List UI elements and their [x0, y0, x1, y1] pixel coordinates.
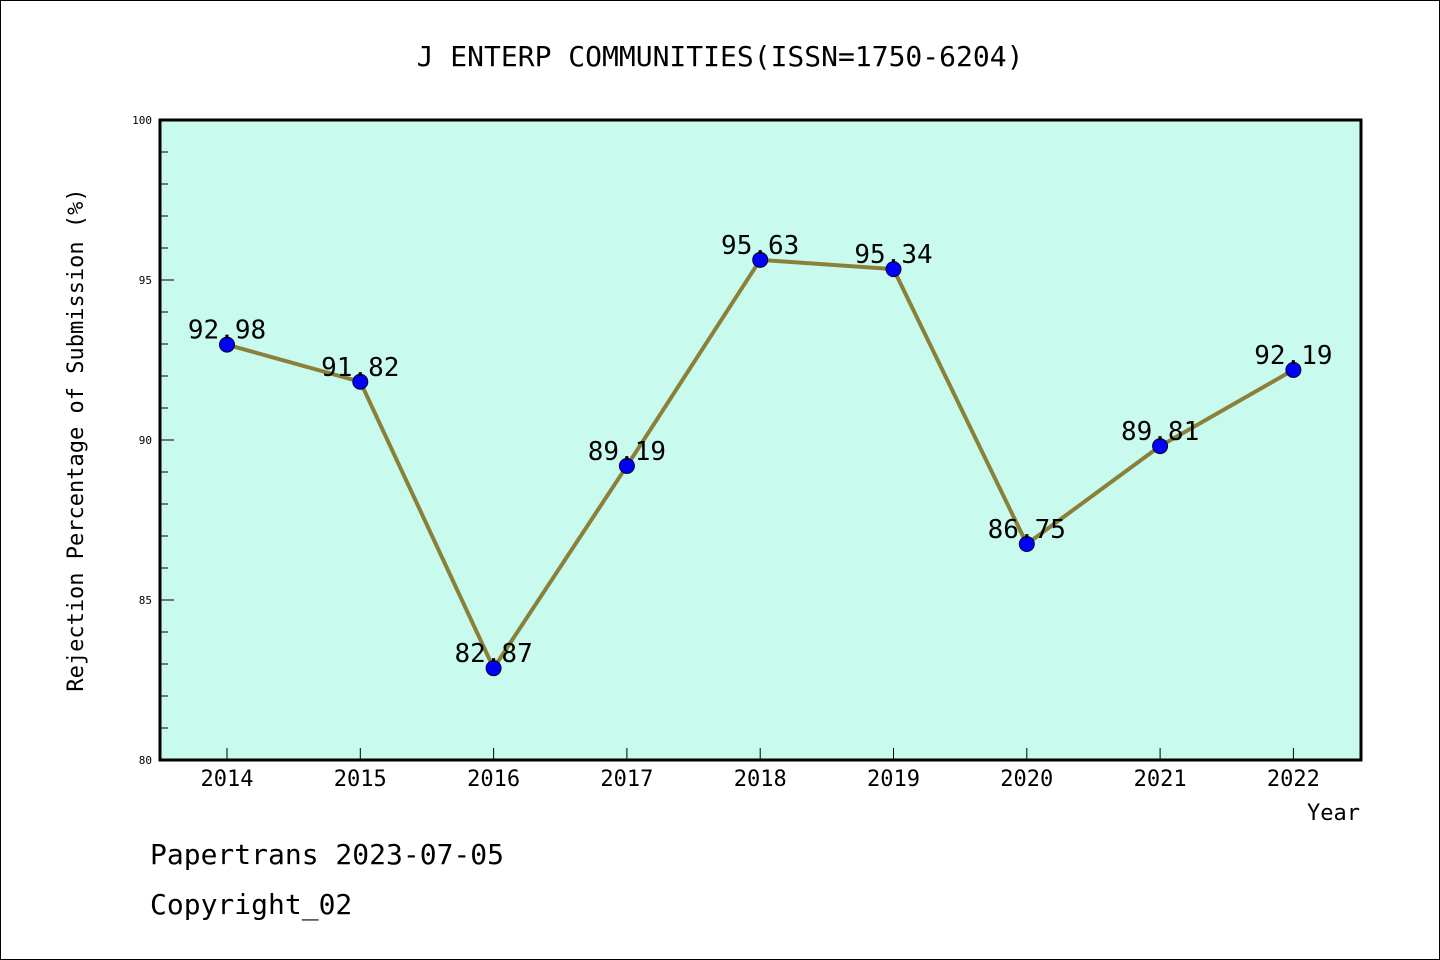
- x-tick-label: 2018: [734, 767, 787, 792]
- data-point-marker: [618, 457, 635, 474]
- plot-border: [158, 118, 1363, 762]
- y-tick-label: 80: [139, 754, 152, 767]
- data-label: 86.75: [988, 515, 1066, 545]
- x-tick-label: 2016: [467, 767, 520, 792]
- data-label: 95.63: [721, 231, 799, 261]
- x-tick-label: 2017: [600, 767, 653, 792]
- data-point-marker: [752, 251, 769, 268]
- y-axis-ticks: 80 85 90 95 100: [132, 114, 174, 767]
- x-axis-label: Year: [1307, 801, 1360, 826]
- data-point-marker: [885, 261, 902, 278]
- data-label: 92.19: [1254, 341, 1332, 371]
- footer-copyright: Copyright_02: [150, 888, 352, 922]
- data-point-marker: [485, 660, 502, 677]
- data-point-marker: [219, 336, 235, 353]
- chart-title: J ENTERP COMMUNITIES(ISSN=1750-6204): [417, 40, 1024, 73]
- footer-date: Papertrans 2023-07-05: [150, 838, 504, 871]
- y-tick-label: 90: [139, 434, 152, 447]
- data-label: 89.81: [1121, 417, 1199, 447]
- y-tick-label: 85: [139, 594, 152, 607]
- data-labels: 92.98 91.82 82.87 89.19 95.63 95.34 86.75 89.81…: [188, 231, 1333, 669]
- x-axis-ticks: 2014 2015 2016 2017 2018 2019 2020 2021 2022: [201, 748, 1320, 792]
- data-point-marker: [1285, 361, 1302, 378]
- data-point-marker: [1152, 438, 1169, 455]
- y-axis-label: Rejection Percentage of Submission (%): [64, 188, 89, 691]
- x-tick-label: 2015: [334, 767, 387, 792]
- x-tick-label: 2020: [1000, 767, 1053, 792]
- data-label: 95.34: [854, 240, 932, 270]
- y-tick-label: 100: [132, 114, 152, 127]
- x-tick-label: 2021: [1134, 767, 1187, 792]
- data-point-marker: [352, 373, 369, 390]
- data-label: 89.19: [588, 437, 666, 467]
- data-label: 92.98: [188, 316, 266, 346]
- x-tick-label: 2019: [867, 767, 920, 792]
- x-tick-label: 2022: [1267, 767, 1320, 792]
- series-markers: [219, 251, 1302, 677]
- y-tick-label: 95: [139, 274, 152, 287]
- data-label: 91.82: [321, 353, 399, 383]
- data-point-marker: [1018, 536, 1035, 552]
- data-label: 82.87: [454, 639, 532, 669]
- x-tick-label: 2014: [201, 767, 254, 792]
